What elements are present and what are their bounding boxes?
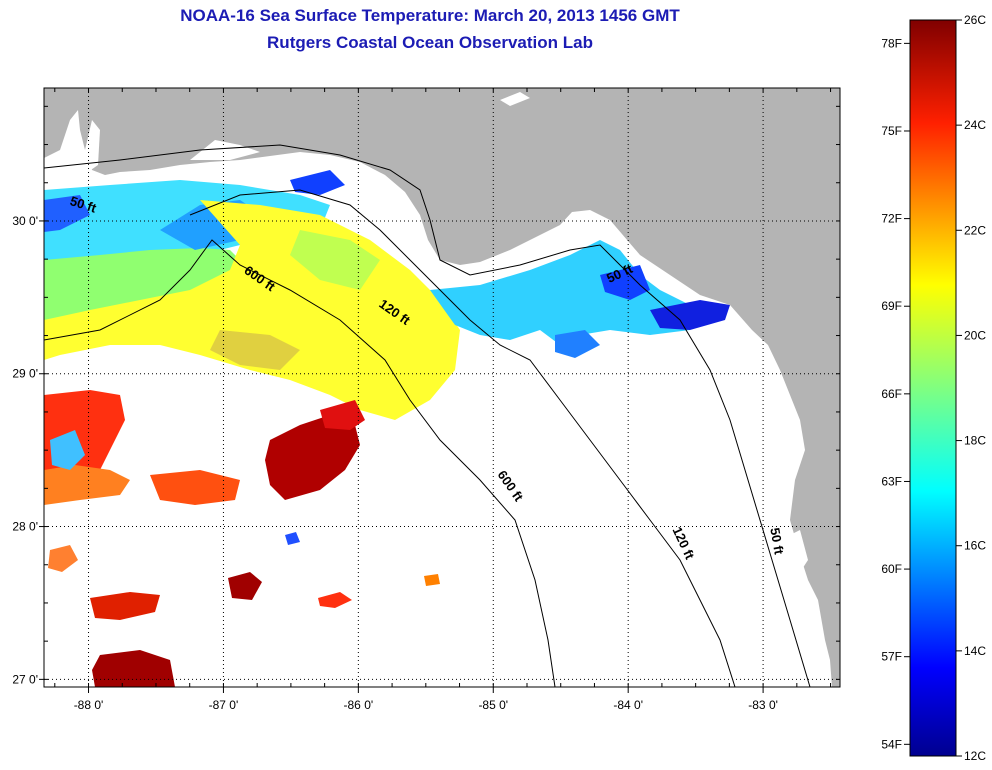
colorbar-celsius-label: 14C bbox=[964, 644, 986, 658]
bay bbox=[85, 120, 100, 172]
lon-tick-label: -88 0' bbox=[74, 698, 104, 712]
land-mass bbox=[44, 88, 840, 687]
colorbar-celsius-label: 26C bbox=[964, 13, 986, 27]
map-title: NOAA-16 Sea Surface Temperature: March 2… bbox=[180, 6, 680, 25]
lon-tick-label: -84 0' bbox=[613, 698, 643, 712]
lon-tick-label: -86 0' bbox=[344, 698, 374, 712]
colorbar-fahrenheit-label: 69F bbox=[881, 299, 902, 313]
colorbar-fahrenheit-label: 72F bbox=[881, 212, 902, 226]
colorbar-celsius-label: 22C bbox=[964, 223, 986, 237]
colorbar-fahrenheit-label: 57F bbox=[881, 650, 902, 664]
colorbar-fahrenheit-label: 75F bbox=[881, 124, 902, 138]
colorbar-celsius-label: 18C bbox=[964, 434, 986, 448]
gridlines bbox=[44, 88, 840, 687]
bay bbox=[780, 530, 808, 580]
map-border bbox=[43, 87, 841, 688]
map-layers bbox=[44, 88, 840, 687]
colorbar-fahrenheit-labels: 78F 75F 72F 69F 66F 63F 60F 57F 54F bbox=[881, 36, 910, 751]
colorbar-gradient bbox=[909, 19, 957, 757]
colorbar-fahrenheit-label: 54F bbox=[881, 737, 902, 751]
map-subtitle: Rutgers Coastal Ocean Observation Lab bbox=[267, 33, 593, 52]
colorbar-celsius-label: 24C bbox=[964, 118, 986, 132]
map-frame: -88 0' -87 0' -86 0' -85 0' -84 0' -83 0' 30 0… bbox=[12, 87, 841, 712]
colorbar-fahrenheit-label: 78F bbox=[881, 36, 902, 50]
colorbar-celsius-label: 16C bbox=[964, 539, 986, 553]
lat-tick-label: 30 0' bbox=[12, 214, 38, 228]
bathymetry-contours bbox=[44, 144, 811, 687]
colorbar-fahrenheit-label: 66F bbox=[881, 387, 902, 401]
bay bbox=[500, 92, 530, 106]
lat-tick-label: 27 0' bbox=[12, 672, 38, 686]
colorbar-fahrenheit-label: 60F bbox=[881, 562, 902, 576]
colorbar-celsius-label: 12C bbox=[964, 749, 986, 763]
colorbar-celsius-label: 20C bbox=[964, 328, 986, 342]
colorbar: 26C 24C 22C 20C 18C 16C 14C 12C 78F 75F 72F 69F 66F… bbox=[881, 13, 986, 763]
lat-tick-label: 28 0' bbox=[12, 520, 38, 534]
axis-ticks: -88 0' -87 0' -86 0' -85 0' -84 0' -83 0' 30 0… bbox=[12, 88, 840, 712]
lon-tick-label: -85 0' bbox=[478, 698, 508, 712]
colorbar-celsius-labels: 26C 24C 22C 20C 18C 16C 14C 12C bbox=[956, 13, 986, 763]
lon-tick-label: -87 0' bbox=[209, 698, 239, 712]
colorbar-fahrenheit-label: 63F bbox=[881, 474, 902, 488]
lon-tick-label: -83 0' bbox=[748, 698, 778, 712]
lat-tick-label: 29 0' bbox=[12, 367, 38, 381]
bay bbox=[190, 140, 260, 160]
sst-imagery bbox=[44, 170, 730, 687]
contour-label: 50 ft bbox=[767, 527, 787, 557]
